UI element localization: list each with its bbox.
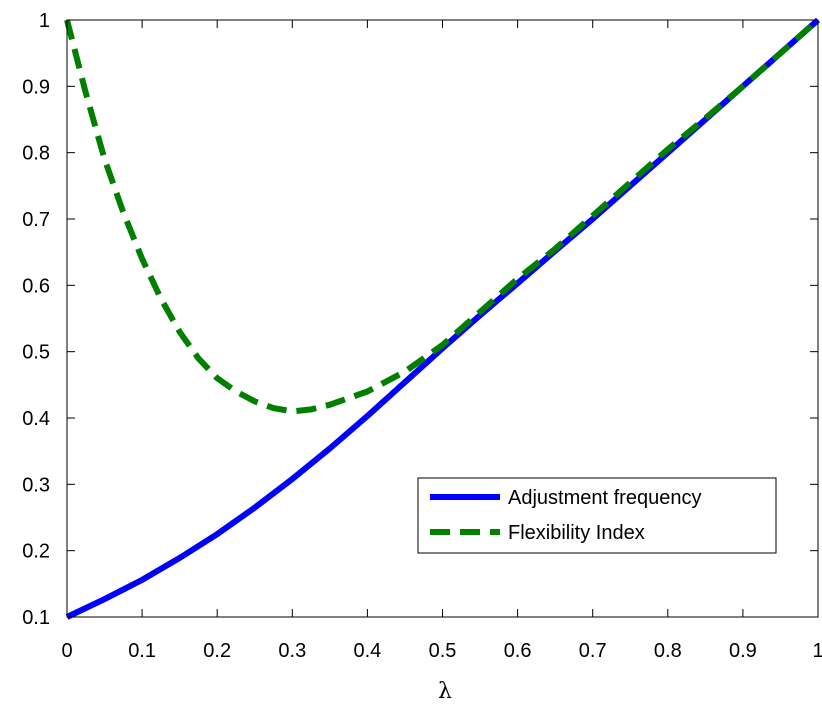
y-tick-label: 0.5 — [22, 342, 50, 364]
x-tick-label: 0.5 — [429, 640, 457, 662]
x-tick-labels: 0 0.1 0.2 0.3 0.4 0.5 0.6 0.7 0.8 0.9 1 — [61, 640, 822, 662]
y-tick-label: 0.8 — [22, 143, 50, 165]
legend-label-flexibility-index: Flexibility Index — [508, 522, 645, 544]
x-tick-label: 0.8 — [654, 640, 682, 662]
y-tick-label: 0.6 — [22, 275, 50, 297]
y-tick-label: 0.1 — [22, 607, 50, 629]
x-tick-label: 0.9 — [729, 640, 757, 662]
y-tick-label: 0.7 — [22, 209, 50, 231]
y-tick-label: 0.3 — [22, 474, 50, 496]
x-tick-label: 0.7 — [579, 640, 607, 662]
legend-box — [417, 477, 777, 554]
x-axis-label: λ — [438, 679, 452, 704]
y-tick-label: 1 — [39, 10, 50, 32]
x-tick-label: 0.6 — [504, 640, 532, 662]
y-tick-labels: 0.1 0.2 0.3 0.4 0.5 0.6 0.7 0.8 0.9 1 — [22, 10, 50, 629]
x-tick-label: 0.2 — [203, 640, 231, 662]
x-tick-label: 0.4 — [353, 640, 381, 662]
y-tick-label: 0.2 — [22, 541, 50, 563]
tick-marks — [66, 19, 819, 618]
legend-label-adjustment-frequency: Adjustment frequency — [508, 487, 701, 509]
y-tick-label: 0.4 — [22, 408, 50, 430]
x-tick-label: 0.3 — [278, 640, 306, 662]
x-tick-label: 0 — [61, 640, 72, 662]
series-line-flexibility-index — [64, 17, 820, 415]
x-tick-label: 0.1 — [128, 640, 156, 662]
legend: Adjustment frequency Flexibility Index — [417, 477, 777, 554]
y-tick-label: 0.9 — [22, 76, 50, 98]
x-tick-label: 1 — [812, 640, 822, 662]
plot-lines — [64, 17, 820, 620]
